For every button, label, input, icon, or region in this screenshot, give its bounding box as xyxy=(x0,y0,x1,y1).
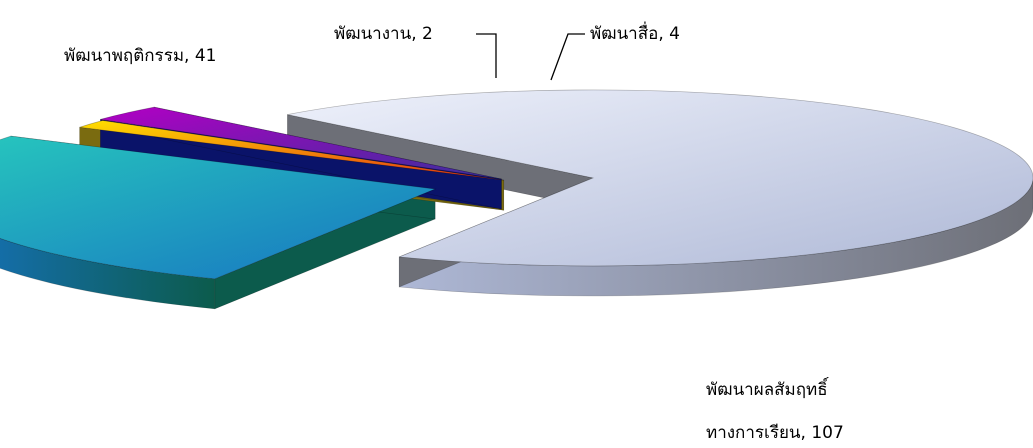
slice-top-layer xyxy=(0,89,1033,280)
slice-พัฒนาสื่อ xyxy=(100,106,502,180)
data-label-พัฒนาผลสัมฤทธิ์-line1: พัฒนาผลสัมฤทธิ์ xyxy=(706,377,830,400)
slice-พัฒนาพฤติกรรม xyxy=(0,135,437,280)
data-label-พัฒนาสื่อ: พัฒนาสื่อ, 4 xyxy=(590,21,680,44)
data-label-พัฒนางาน: พัฒนางาน, 2 xyxy=(334,24,433,44)
label-layer: พัฒนาผลสัมฤทธิ์ ทางการเรียน, 107 พัฒนาพฤ… xyxy=(64,21,844,443)
slice-พัฒนางาน xyxy=(79,120,504,181)
data-label-พัฒนาพฤติกรรม: พัฒนาพฤติกรรม, 41 xyxy=(64,46,216,66)
data-label-พัฒนาผลสัมฤทธิ์-line2: ทางการเรียน, 107 xyxy=(706,423,844,443)
leader-line-พัฒนาสื่อ xyxy=(550,33,585,81)
leader-line-พัฒนางาน xyxy=(476,33,497,78)
slice-พัฒนาผลสัมฤทธิ์-ทางการเรียน xyxy=(287,89,1033,267)
slice-side-พัฒนาพฤติกรรม xyxy=(0,237,216,310)
